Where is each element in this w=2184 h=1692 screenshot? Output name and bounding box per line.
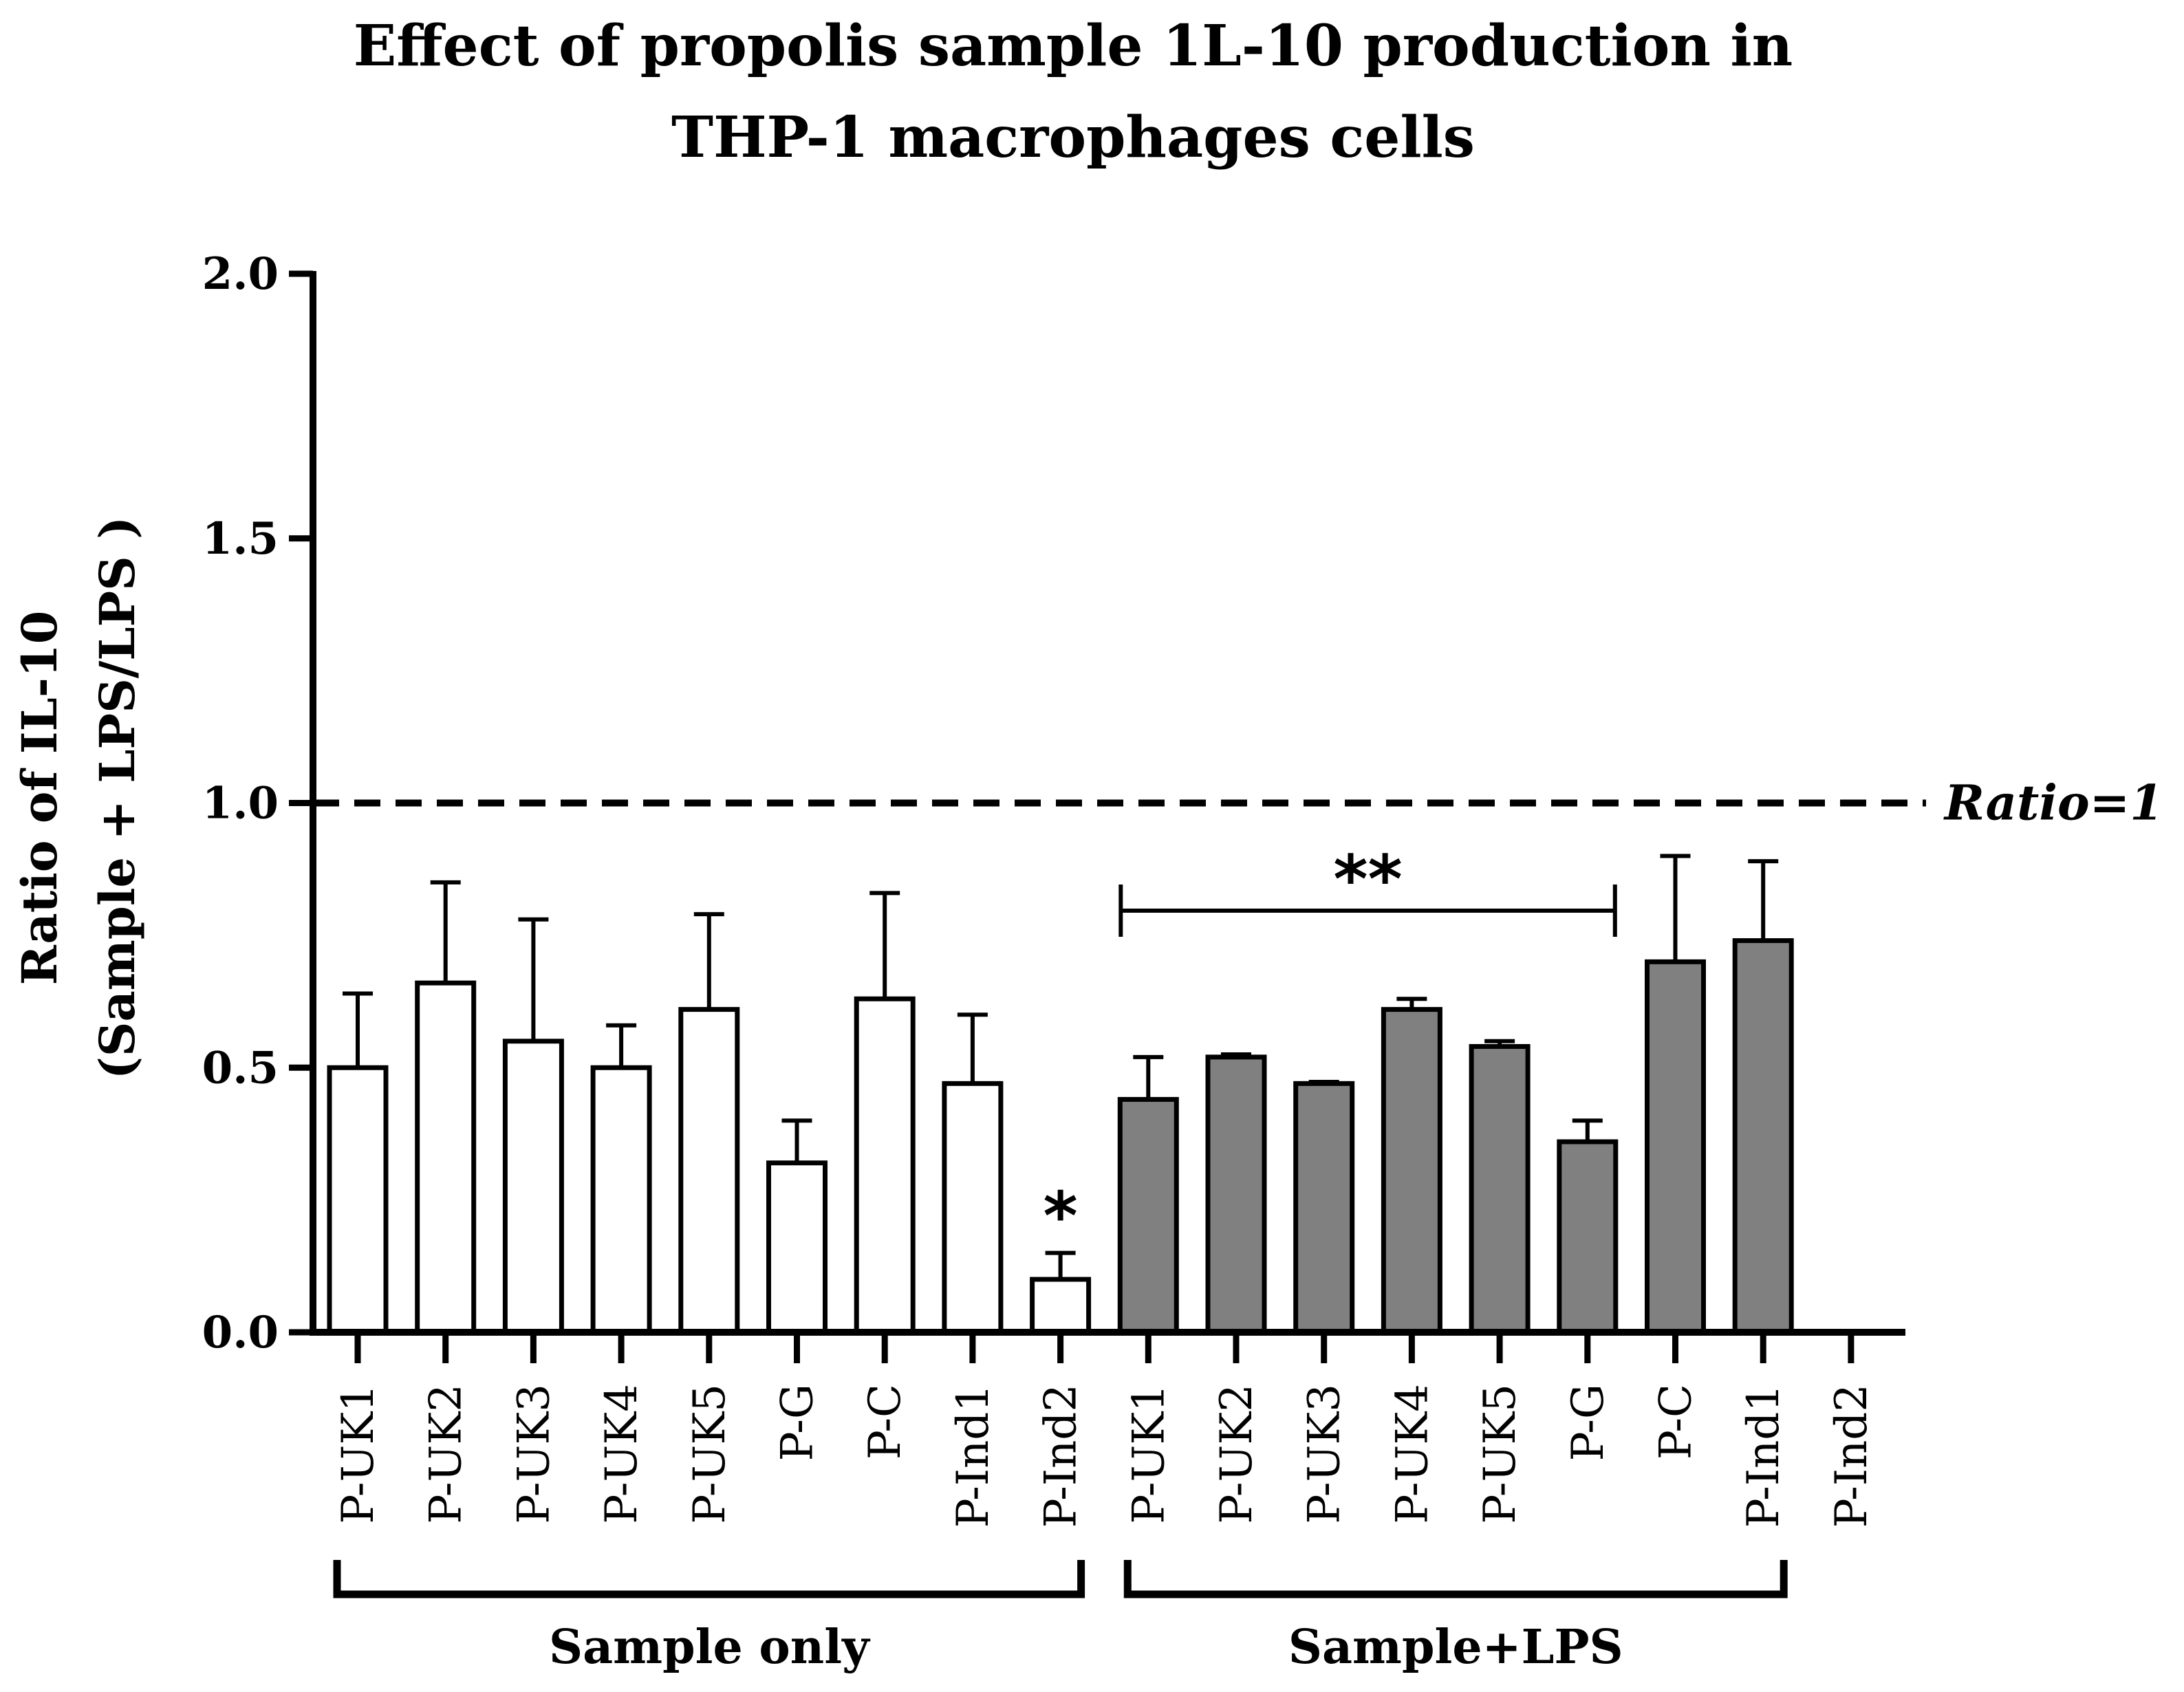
y-axis-label-line-1: Ratio of IL-10	[11, 611, 68, 986]
bar	[854, 996, 916, 1335]
y-tick-label: 1.0	[202, 778, 279, 829]
bar	[1030, 1277, 1092, 1335]
x-tick-label: P-G	[772, 1384, 823, 1461]
group-label: Sample+LPS	[1288, 1620, 1623, 1675]
x-tick-label: P-Ind1	[1738, 1384, 1789, 1528]
group-bracket	[1123, 1560, 1788, 1598]
bar	[327, 1065, 389, 1335]
x-tick-label: P-UK4	[596, 1384, 647, 1524]
x-tick-label: P-Ind2	[1036, 1384, 1087, 1528]
x-tick-label: P-UK4	[1387, 1384, 1438, 1524]
x-tick-label: P-UK1	[333, 1384, 384, 1524]
x-tick-label: P-UK2	[421, 1384, 472, 1524]
x-tick-label: P-UK5	[1475, 1384, 1526, 1524]
bar	[1645, 959, 1706, 1335]
bar	[1381, 1007, 1442, 1335]
chart-title-line-2: THP-1 macrophages cells	[671, 105, 1475, 171]
bar	[766, 1160, 828, 1335]
x-tick-label: P-UK2	[1211, 1384, 1262, 1524]
x-tick-label: P-C	[860, 1384, 911, 1460]
x-tick-label: P-UK1	[1123, 1384, 1174, 1524]
y-tick-label: 1.5	[202, 513, 279, 565]
group-bracket	[333, 1560, 1085, 1598]
chart-marks: Ratio=1 0.0 0.5 1.0 1.5 2.0 P-UK1 P-UK2 P-UK3 P-U…	[202, 248, 2163, 1675]
y-axis-label-line-2: (Sample + LPS/LPS )	[89, 517, 146, 1079]
x-tick-label: P-UK5	[684, 1384, 735, 1524]
bar	[1205, 1054, 1267, 1335]
bar	[1732, 938, 1794, 1335]
bar	[1469, 1043, 1531, 1335]
bar	[1293, 1081, 1355, 1335]
significance-marker: *	[1043, 1178, 1077, 1255]
group-label: Sample only	[549, 1620, 871, 1675]
x-tick-label: P-UK3	[1299, 1384, 1350, 1524]
y-tick-label: 0.5	[202, 1042, 279, 1094]
bar	[942, 1081, 1004, 1335]
x-tick-label: P-G	[1563, 1384, 1614, 1461]
reference-line-label: Ratio=1	[1943, 774, 2163, 832]
bar	[1557, 1139, 1619, 1335]
bar	[1117, 1096, 1179, 1335]
bar	[678, 1007, 740, 1335]
y-tick-label: 2.0	[202, 248, 279, 300]
y-tick-label: 0.0	[202, 1307, 279, 1358]
bar	[415, 980, 477, 1335]
bar	[502, 1039, 564, 1335]
bar	[590, 1065, 652, 1335]
chart-title-line-1: Effect of propolis sample 1L-10 producti…	[354, 13, 1793, 79]
x-tick-label: P-C	[1651, 1384, 1702, 1460]
x-tick-label: P-Ind1	[948, 1384, 999, 1528]
x-tick-label: P-UK3	[508, 1384, 559, 1524]
significance-marker: **	[1333, 841, 1402, 918]
x-tick-label: P-Ind2	[1826, 1384, 1877, 1528]
